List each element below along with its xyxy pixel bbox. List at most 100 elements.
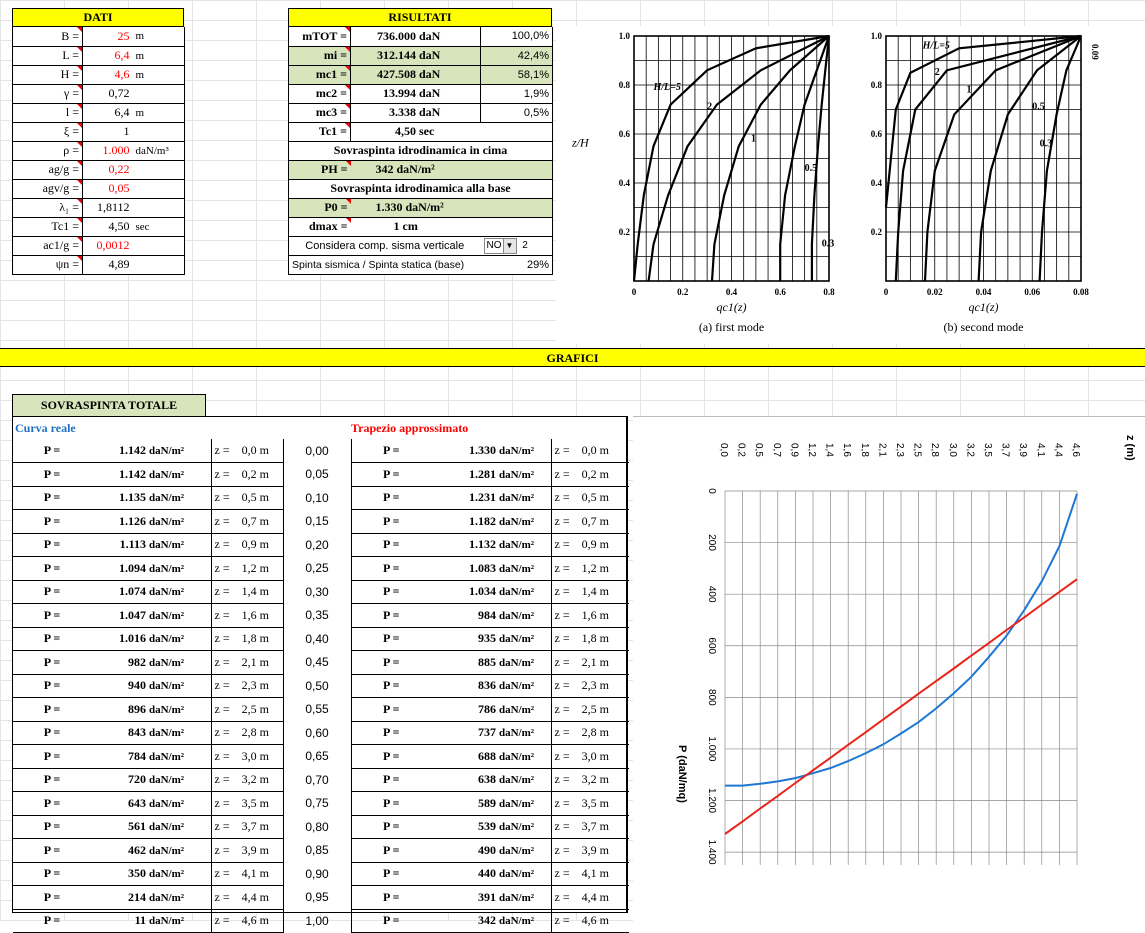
pt-value: 638 bbox=[478, 772, 496, 787]
dati-value[interactable]: 25 bbox=[82, 27, 133, 47]
pt-value: 1.132 bbox=[469, 537, 496, 552]
pt-unit: daN/m² bbox=[499, 915, 535, 928]
p-cell: 1.142 daN/m² bbox=[91, 439, 211, 463]
ris-pct: 58,1% bbox=[480, 65, 553, 85]
p-value: 1.094 bbox=[119, 560, 146, 575]
f-value: 0,90 bbox=[305, 866, 329, 881]
zt-cell: z = 2,3 m bbox=[550, 674, 629, 698]
p-unit: daN/m² bbox=[149, 586, 185, 599]
p-label: P = bbox=[13, 627, 91, 651]
pt-unit: daN/m² bbox=[499, 609, 535, 622]
zt-unit: m bbox=[599, 842, 609, 857]
dati-value[interactable]: 1 bbox=[82, 122, 133, 142]
dati-row: λ₁ = 1,8112 bbox=[12, 198, 185, 218]
pt-unit: daN/m² bbox=[499, 562, 535, 575]
chart-x-tick-label: 0,0 bbox=[718, 443, 729, 457]
dati-value[interactable]: 1,8112 bbox=[82, 198, 133, 218]
grafici-row: P = 350 daN/m² z = 4,1 m 0,90 P = 440 daN/m² z… bbox=[13, 862, 629, 886]
z-unit: m bbox=[259, 819, 269, 834]
chart-x-tick-label: 2,8 bbox=[929, 443, 940, 457]
p-cell: 940 daN/m² bbox=[91, 674, 211, 698]
f-value: 0,55 bbox=[305, 702, 329, 717]
chart-series-curva-reale bbox=[725, 493, 1078, 787]
f-value: 0,85 bbox=[305, 843, 329, 858]
dati-value[interactable]: 4,6 bbox=[82, 65, 133, 85]
zt-cell: z = 0,7 m bbox=[550, 509, 629, 534]
dati-value[interactable]: 0,05 bbox=[82, 179, 133, 199]
sovraspinta-tab[interactable]: SOVRASPINTA TOTALE bbox=[12, 394, 206, 416]
z-label: z = bbox=[214, 795, 230, 810]
pt-value: 391 bbox=[478, 889, 496, 904]
zt-label: z = bbox=[554, 560, 570, 575]
vert-dropdown[interactable]: NO ▼ bbox=[483, 237, 517, 254]
diagram-curve-label: H/L=5 bbox=[922, 40, 950, 51]
dati-value[interactable]: 4,89 bbox=[82, 255, 133, 275]
p-label: P = bbox=[13, 768, 91, 792]
p-unit: daN/m² bbox=[149, 727, 185, 740]
pt-unit: daN/m² bbox=[499, 868, 535, 881]
p-value: 784 bbox=[128, 748, 146, 763]
p-label: P = bbox=[13, 462, 91, 487]
diagram-xtick: 0.4 bbox=[726, 287, 738, 297]
z-cell: z = 0,2 m bbox=[210, 462, 284, 487]
dati-value[interactable]: 6,4 bbox=[82, 103, 133, 123]
p-value: 1.135 bbox=[119, 490, 146, 505]
dati-value[interactable]: 0,0012 bbox=[82, 236, 133, 256]
zt-value: 3,9 bbox=[581, 842, 597, 857]
dati-value[interactable]: 4,50 bbox=[82, 217, 133, 237]
f-value: 0,70 bbox=[305, 772, 329, 787]
diagram-xtick: 0.2 bbox=[677, 287, 689, 297]
dati-row: ac1/g = 0,0012 bbox=[12, 236, 185, 256]
dati-row: agv/g = 0,05 bbox=[12, 179, 185, 199]
dati-value[interactable]: 6,4 bbox=[82, 46, 133, 66]
p-value: 11 bbox=[134, 913, 146, 928]
p-cell: 1.113 daN/m² bbox=[91, 533, 211, 557]
pt-label: P = bbox=[350, 627, 431, 651]
p-value: 561 bbox=[128, 819, 146, 834]
first-mode-curve-03 bbox=[810, 35, 831, 281]
ris-unit: sec bbox=[419, 124, 435, 138]
pt-label: P = bbox=[350, 486, 431, 510]
chart-x-tick-label: 3,0 bbox=[947, 443, 958, 457]
first-mode-curve-05 bbox=[779, 35, 831, 281]
p-unit: daN/m² bbox=[149, 915, 185, 928]
pt-value: 935 bbox=[478, 631, 496, 646]
dati-value[interactable]: 1.000 bbox=[82, 141, 133, 161]
p-unit: daN/m² bbox=[149, 821, 185, 834]
dati-value[interactable]: 0,72 bbox=[82, 84, 133, 104]
z-cell: z = 3,5 m bbox=[210, 791, 284, 816]
z-unit: m bbox=[259, 443, 269, 457]
z-cell: z = 3,7 m bbox=[210, 815, 284, 839]
pt-unit: daN/m² bbox=[499, 703, 535, 716]
ris-pct: 100,0% bbox=[480, 27, 553, 47]
diagram-frame bbox=[885, 35, 1082, 282]
dmax-value: 1 bbox=[393, 219, 400, 233]
zt-cell: z = 3,2 m bbox=[550, 768, 629, 792]
dati-value[interactable]: 0,22 bbox=[82, 160, 133, 180]
sovraspinta-chart: 0 200 400 600 800 1.000 1.200 1.400 0,0 0,2 0,5 0,7… bbox=[633, 416, 1145, 921]
pt-cell: 688 daN/m² bbox=[431, 744, 551, 769]
ris-unit: daN bbox=[419, 86, 441, 100]
p-unit: daN/m² bbox=[149, 703, 185, 716]
grafici-row: P = 982 daN/m² z = 2,1 m 0,45 P = 885 daN/m² z… bbox=[13, 650, 629, 675]
chart-x-tick-label: 3,7 bbox=[1000, 443, 1011, 457]
chevron-down-icon[interactable]: ▼ bbox=[502, 238, 516, 253]
ratio-value: 29% bbox=[480, 254, 553, 274]
zt-label: z = bbox=[554, 607, 570, 622]
dati-table: B = 25 m L = 6,4 m H = 4,6 m γ = 0,72 l = 6,4 m ξ = 1 ρ … bbox=[12, 27, 185, 275]
zt-label: z = bbox=[554, 701, 570, 716]
p-unit: daN/m² bbox=[149, 680, 185, 693]
trap-title: Trapezio approssimato bbox=[351, 421, 469, 435]
chart-x-tick-label: 0,7 bbox=[771, 443, 782, 457]
p0-label: P0 = bbox=[288, 197, 351, 217]
z-value: 1,6 bbox=[241, 607, 257, 622]
pt-cell: 1.132 daN/m² bbox=[431, 533, 551, 557]
z-value: 1,2 bbox=[241, 560, 257, 575]
chart-svg: 0 200 400 600 800 1.000 1.200 1.400 0,0 0,2 0,5 0,7… bbox=[676, 435, 1136, 865]
diagram-curve-label: 0.3 bbox=[1040, 138, 1053, 149]
z-cell: z = 0,5 m bbox=[210, 486, 284, 510]
zt-label: z = bbox=[554, 631, 570, 646]
chart-x-tick-label: 3,5 bbox=[982, 443, 993, 457]
zt-unit: m bbox=[599, 654, 609, 669]
dati-label: l = bbox=[12, 103, 83, 123]
